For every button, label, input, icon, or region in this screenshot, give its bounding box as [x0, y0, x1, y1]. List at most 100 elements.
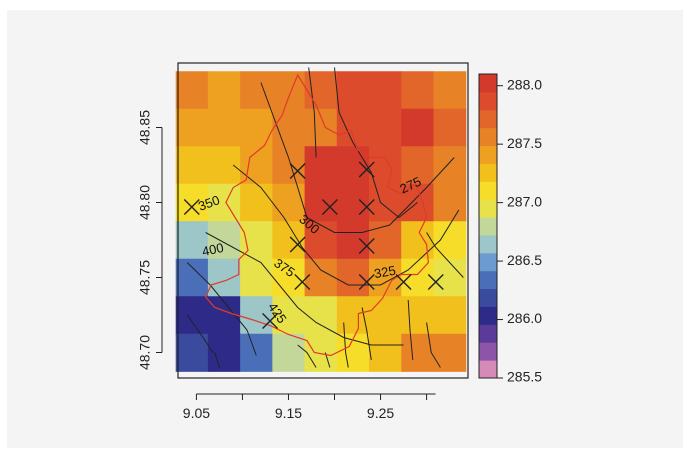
heatmap-cell	[401, 71, 435, 110]
contour-line	[297, 344, 317, 368]
contour-line	[426, 232, 464, 278]
heatmap-cell	[175, 333, 209, 372]
heatmap-cell	[240, 258, 273, 297]
plot-frame	[177, 62, 469, 379]
heatmap-cell	[401, 333, 435, 372]
heatmap-cell	[272, 258, 306, 297]
station-marker	[427, 274, 444, 290]
contour-line	[343, 322, 349, 368]
colorbar-tick-label: 285.5	[507, 369, 542, 385]
station-marker	[289, 163, 306, 179]
heatmap-cell	[336, 146, 370, 185]
y-tick-label: 48.80	[137, 185, 153, 220]
colorbar-tick-label: 287.0	[507, 193, 542, 209]
colorbar-segment	[479, 127, 497, 147]
heatmap-cell	[240, 108, 273, 147]
heatmap-cells	[175, 71, 467, 372]
figure-panel: 350 400 300 275 375 325 425 9.05 9.15 9.25 48.70 4…	[7, 10, 683, 448]
colorbar-segment	[479, 252, 497, 272]
station-marker	[321, 199, 338, 215]
heatmap-cell	[240, 333, 273, 372]
colorbar-tick-label: 287.5	[507, 135, 542, 151]
heatmap-cell	[240, 296, 273, 335]
heatmap-cell	[369, 333, 402, 372]
colorbar-segment	[479, 234, 497, 254]
colorbar-segment	[479, 163, 497, 182]
contour-line	[308, 67, 317, 158]
colorbar-segment	[479, 145, 497, 164]
heatmap-cell	[336, 221, 370, 260]
heatmap-cell	[175, 258, 209, 297]
heatmap-cell	[369, 71, 402, 110]
heatmap-cell	[175, 146, 209, 185]
station-marker	[358, 238, 375, 254]
heatmap-cell	[304, 296, 338, 335]
heatmap-cell	[304, 146, 338, 185]
heatmap-cell	[336, 108, 370, 147]
heatmap-cell	[433, 108, 467, 147]
heatmap-cell	[433, 258, 467, 297]
heatmap-cell	[336, 296, 370, 335]
heatmap-cell	[304, 258, 338, 297]
contour-line	[186, 314, 214, 353]
heatmap-cell	[175, 296, 209, 335]
station-markers	[183, 161, 444, 329]
heatmap-cell	[369, 146, 402, 185]
boundary-line	[204, 73, 430, 357]
y-tick-label: 48.70	[137, 335, 153, 370]
x-tick-label: 9.25	[367, 405, 394, 421]
contour-line	[361, 307, 372, 361]
heatmap-cell	[369, 108, 402, 147]
colorbar-segment	[479, 217, 497, 236]
station-marker	[262, 313, 279, 329]
colorbar-frame	[478, 73, 498, 379]
colorbar-segment	[479, 91, 497, 111]
contour-line	[232, 164, 460, 286]
heatmap-cell	[207, 71, 241, 110]
heatmap-cell	[433, 146, 467, 185]
contour-label: 325	[373, 263, 397, 282]
heatmap-cell	[207, 258, 241, 297]
heatmap-cell	[401, 258, 435, 297]
station-marker	[358, 161, 375, 178]
colorbar-segment	[479, 360, 497, 379]
contour-label: 400	[201, 240, 225, 259]
heatmap-cell	[369, 296, 402, 335]
colorbar-segment	[479, 342, 497, 361]
heatmap-cell	[272, 71, 306, 110]
heatmap-cell	[240, 183, 273, 222]
contour-line	[214, 352, 220, 368]
heatmap-cell	[240, 71, 273, 110]
colorbar-segment	[479, 288, 497, 307]
colorbar-segment	[479, 306, 497, 325]
heatmap-cell	[272, 221, 306, 260]
heatmap-cell	[304, 333, 338, 372]
y-tick-label: 48.85	[137, 110, 153, 145]
heatmap-cell	[304, 183, 338, 222]
contour-line	[334, 67, 418, 219]
contour-line	[426, 322, 441, 368]
heatmap-cell	[433, 183, 467, 222]
heatmap-cell	[433, 71, 467, 110]
contour-label: 350	[196, 192, 222, 214]
contour-line	[186, 262, 257, 356]
heatmap-cell	[272, 183, 306, 222]
colorbar: 288.0 287.5 287.0 286.5 286.0 285.5	[478, 73, 542, 385]
heatmap-cell	[207, 333, 241, 372]
colorbar-tick-label: 288.0	[507, 76, 542, 92]
heatmap-cell	[433, 296, 467, 335]
station-marker	[358, 199, 375, 215]
heatmap-cell	[175, 71, 209, 110]
heatmap-cell	[433, 221, 467, 260]
heatmap-cell	[336, 183, 370, 222]
region-boundary	[204, 73, 430, 357]
station-marker	[294, 274, 311, 290]
y-tick-label: 48.75	[137, 260, 153, 295]
colorbar-segment	[479, 109, 497, 129]
station-marker	[358, 274, 375, 290]
heatmap-cell	[175, 183, 209, 222]
heatmap-cell	[272, 333, 306, 372]
colorbar-segment	[479, 181, 497, 200]
station-marker	[395, 274, 412, 290]
